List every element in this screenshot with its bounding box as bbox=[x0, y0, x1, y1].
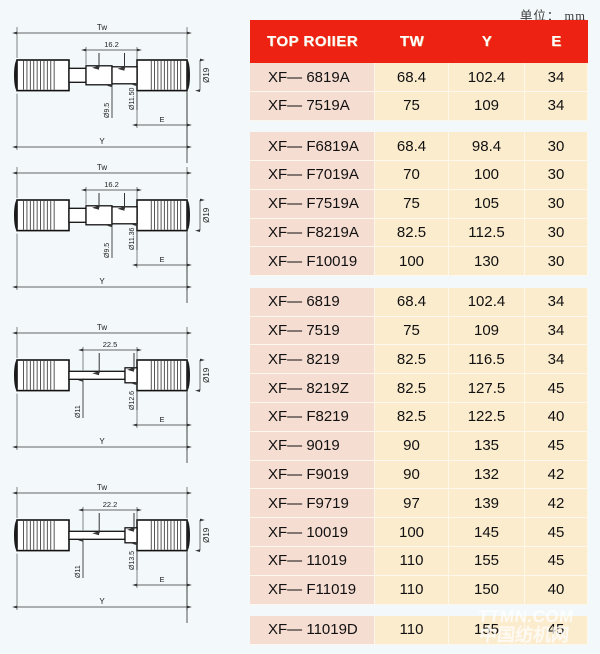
svg-text:Y: Y bbox=[99, 437, 105, 446]
svg-text:Ø19: Ø19 bbox=[202, 67, 211, 83]
svg-text:E: E bbox=[159, 415, 164, 424]
svg-text:E: E bbox=[159, 575, 164, 584]
svg-text:E: E bbox=[159, 255, 164, 264]
svg-text:Ø12.6: Ø12.6 bbox=[129, 391, 136, 410]
svg-text:Ø11: Ø11 bbox=[75, 405, 82, 418]
svg-text:Y: Y bbox=[99, 597, 105, 606]
svg-text:Ø9.5: Ø9.5 bbox=[104, 103, 111, 118]
svg-text:Tw: Tw bbox=[97, 163, 107, 172]
svg-text:Ø11: Ø11 bbox=[75, 565, 82, 578]
svg-text:Y: Y bbox=[99, 277, 105, 286]
svg-text:Ø19: Ø19 bbox=[202, 207, 211, 223]
svg-text:Tw: Tw bbox=[97, 483, 107, 492]
svg-text:22.5: 22.5 bbox=[103, 340, 118, 349]
svg-text:Ø19: Ø19 bbox=[202, 527, 211, 543]
svg-text:16.2: 16.2 bbox=[104, 40, 119, 49]
svg-text:Ø13.5: Ø13.5 bbox=[129, 551, 136, 570]
svg-text:E: E bbox=[159, 115, 164, 124]
svg-text:16.2: 16.2 bbox=[104, 180, 119, 189]
svg-text:Ø19: Ø19 bbox=[202, 367, 211, 383]
svg-text:22.2: 22.2 bbox=[103, 500, 118, 509]
svg-text:Tw: Tw bbox=[97, 23, 107, 32]
svg-text:Ø11.50: Ø11.50 bbox=[129, 87, 136, 110]
svg-text:Tw: Tw bbox=[97, 323, 107, 332]
svg-text:Ø9.5: Ø9.5 bbox=[104, 243, 111, 258]
svg-text:Ø11.36: Ø11.36 bbox=[129, 227, 136, 250]
